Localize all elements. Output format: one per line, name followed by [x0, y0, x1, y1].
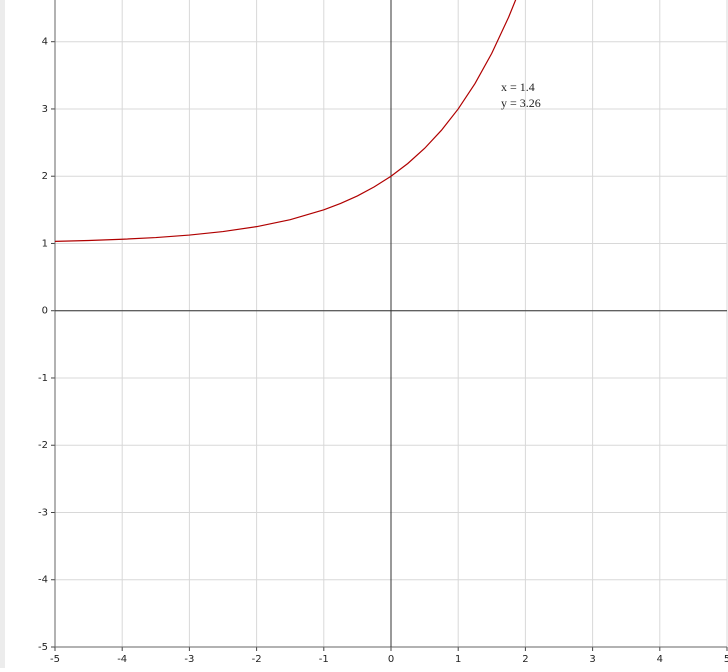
x-tick-label: -4	[117, 654, 127, 665]
x-tick-label: 4	[657, 654, 663, 665]
x-tick-label: -5	[50, 654, 60, 665]
annotation: y = 3.26	[501, 96, 541, 110]
x-tick-label: 5	[724, 654, 728, 665]
y-tick-label: -3	[38, 507, 48, 518]
y-tick-label: -5	[38, 642, 48, 653]
y-tick-label: -1	[38, 373, 48, 384]
side-strip	[0, 0, 5, 668]
x-tick-label: -2	[252, 654, 262, 665]
y-tick-label: 3	[42, 104, 48, 115]
x-tick-label: 3	[589, 654, 595, 665]
annotation: x = 1.4	[501, 80, 535, 94]
y-tick-label: 4	[42, 37, 48, 48]
x-tick-label: 2	[522, 654, 528, 665]
x-tick-label: -1	[319, 654, 329, 665]
y-tick-label: -2	[38, 440, 48, 451]
y-tick-label: 0	[42, 306, 48, 317]
x-tick-label: -3	[184, 654, 194, 665]
y-tick-label: 2	[42, 171, 48, 182]
curve	[54, 0, 517, 242]
y-tick-label: -4	[38, 575, 48, 586]
x-tick-label: 0	[388, 654, 394, 665]
y-tick-label: 1	[42, 238, 48, 249]
x-tick-label: 1	[455, 654, 461, 665]
